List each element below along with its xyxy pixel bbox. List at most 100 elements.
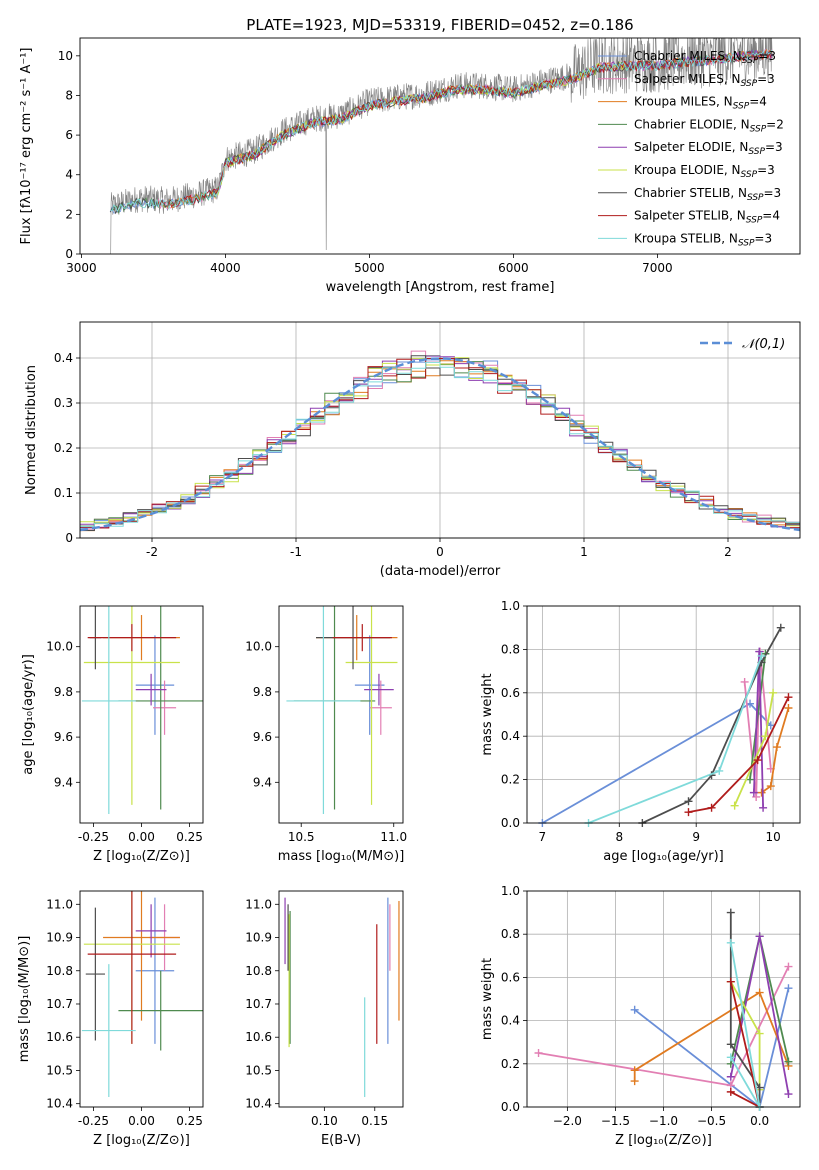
y-tick-label: 0.0 bbox=[501, 1100, 520, 1114]
legend-label-text: Kroupa ELODIE, N bbox=[634, 163, 741, 177]
x-tick-label: 9 bbox=[692, 830, 700, 844]
model-spectrum-5 bbox=[210, 61, 628, 197]
y-tick-label: 10.0 bbox=[46, 640, 73, 654]
y-tick-label: 10.9 bbox=[245, 931, 272, 945]
y-tick-label: 0.6 bbox=[501, 970, 520, 984]
weight-marker bbox=[749, 788, 758, 797]
legend-label-tail: =3 bbox=[757, 163, 775, 177]
legend-label-text: Salpeter STELIB, N bbox=[634, 209, 746, 223]
weight-marker bbox=[726, 1087, 735, 1096]
x-tick-label: 7000 bbox=[642, 261, 673, 275]
weight-marker bbox=[784, 962, 793, 971]
y-tick-label: 10.4 bbox=[46, 1097, 73, 1111]
x-tick-label: 2 bbox=[724, 545, 732, 559]
weight-line-1 bbox=[743, 651, 772, 798]
legend-label-tail: =3 bbox=[758, 49, 776, 63]
legend-label: Salpeter MILES, NSSP=3 bbox=[634, 72, 775, 89]
y-tick-label: 10.8 bbox=[46, 964, 73, 978]
y-tick-label: 9.8 bbox=[253, 685, 272, 699]
legend-label: Chabrier MILES, NSSP=3 bbox=[634, 49, 776, 66]
weight-vs-z-frame bbox=[526, 890, 801, 1108]
y-axis-label: mass weight bbox=[480, 958, 495, 1040]
weight-marker bbox=[726, 1040, 735, 1049]
legend-label-tail: =3 bbox=[765, 140, 783, 154]
y-tick-label: 11.0 bbox=[46, 897, 73, 911]
y-axis-label: Flux [fλ10⁻¹⁷ erg cm⁻² s⁻¹ A⁻¹] bbox=[19, 48, 34, 245]
model-spectrum-8 bbox=[109, 49, 773, 212]
legend-label-text: Chabrier MILES, N bbox=[634, 49, 742, 63]
legend-label: Salpeter ELODIE, NSSP=3 bbox=[634, 140, 783, 157]
x-tick-label: -1 bbox=[290, 545, 302, 559]
x-tick-label: 0.15 bbox=[361, 1114, 388, 1128]
legend-label: Kroupa ELODIE, NSSP=3 bbox=[634, 163, 775, 180]
x-tick-label: 0.25 bbox=[176, 1114, 203, 1128]
weight-marker bbox=[630, 1005, 639, 1014]
y-tick-label: 0.4 bbox=[54, 351, 73, 365]
weight-marker bbox=[755, 647, 764, 656]
legend-label-tail: =4 bbox=[762, 209, 780, 223]
weight-marker bbox=[755, 988, 764, 997]
x-axis-label: Z [log₁₀(Z/Z⊙)] bbox=[615, 1133, 712, 1148]
weight-line-7 bbox=[729, 981, 761, 1107]
weight-marker bbox=[784, 693, 793, 702]
weight-marker bbox=[766, 782, 775, 791]
legend-label-sub: SSP bbox=[742, 56, 759, 66]
weight-marker bbox=[534, 1049, 543, 1057]
spectrum-axes: 3000 4000 5000 6000 7000 0 2 4 6 8 10 wavelength [A… bbox=[19, 48, 673, 296]
x-tick-label: -0.25 bbox=[78, 1114, 109, 1128]
weight-marker bbox=[753, 756, 762, 765]
legend-label-sub: SSP bbox=[747, 193, 764, 203]
weight-marker bbox=[684, 808, 693, 817]
mass-vs-ebv-frame bbox=[278, 890, 404, 1108]
y-tick-label: 9.4 bbox=[54, 775, 73, 789]
x-tick-label: 0.0 bbox=[750, 1114, 769, 1128]
y-tick-label: 0.1 bbox=[54, 486, 73, 500]
weight-vs-z-axes: −2.0 −1.5 −1.0 −0.5 0.0 0.0 0.2 0.4 0.6 0.8 1.0 Z [… bbox=[480, 884, 800, 1148]
weight-marker bbox=[755, 1029, 764, 1038]
y-tick-label: 0 bbox=[65, 247, 73, 261]
legend-label-tail: =4 bbox=[749, 95, 767, 109]
x-tick-label: −0.5 bbox=[697, 1114, 726, 1128]
legend-label-tail: =3 bbox=[764, 186, 782, 200]
weight-marker bbox=[715, 766, 724, 775]
legend-label: 𝒩(0,1) bbox=[742, 337, 785, 352]
y-tick-label: 10 bbox=[58, 49, 73, 63]
weight-marker bbox=[757, 651, 766, 660]
y-axis-label: mass weight bbox=[480, 673, 495, 755]
y-tick-label: 0.3 bbox=[54, 396, 73, 410]
weight-marker bbox=[776, 623, 785, 632]
y-tick-label: 6 bbox=[65, 128, 73, 142]
y-tick-label: 0.2 bbox=[501, 1057, 520, 1071]
weight-marker bbox=[707, 803, 716, 812]
weight-marker bbox=[726, 1053, 735, 1062]
weight-line-8 bbox=[588, 655, 763, 823]
model-spectrum-7 bbox=[157, 49, 772, 208]
y-tick-label: 10.0 bbox=[245, 640, 272, 654]
weight-marker bbox=[784, 1057, 793, 1066]
weight-marker bbox=[757, 788, 766, 797]
age-vs-z-frame bbox=[79, 605, 204, 824]
y-tick-label: 9.4 bbox=[253, 775, 272, 789]
y-axis-label: Normed distribution bbox=[24, 365, 39, 495]
y-tick-label: 10.7 bbox=[245, 997, 272, 1011]
weight-marker bbox=[761, 732, 770, 741]
x-tick-label: −1.0 bbox=[649, 1114, 678, 1128]
y-tick-label: 10.4 bbox=[245, 1097, 272, 1111]
x-axis-label: mass [log₁₀(M/M⊙)] bbox=[278, 849, 405, 864]
y-tick-label: 10.9 bbox=[46, 931, 73, 945]
x-tick-label: 6000 bbox=[498, 261, 529, 275]
weight-marker bbox=[759, 803, 768, 812]
histogram-6 bbox=[80, 355, 800, 531]
weight-vs-age-axes: 7 8 9 10 0.0 0.2 0.4 0.6 0.8 1.0 age [log₁₀(age/yr… bbox=[480, 599, 800, 864]
y-tick-label: 1.0 bbox=[501, 599, 520, 613]
y-tick-label: 9.8 bbox=[54, 685, 73, 699]
legend-label-text: Kroupa MILES, N bbox=[634, 95, 733, 109]
y-tick-label: 9.6 bbox=[253, 730, 272, 744]
weight-vs-age-frame bbox=[526, 605, 801, 824]
legend-label: Kroupa STELIB, NSSP=3 bbox=[634, 231, 772, 248]
weight-marker bbox=[630, 1066, 639, 1075]
legend-label-tail: =3 bbox=[754, 231, 772, 245]
y-tick-label: 0.2 bbox=[501, 773, 520, 787]
weight-marker bbox=[755, 932, 764, 941]
histogram-4 bbox=[80, 355, 800, 528]
